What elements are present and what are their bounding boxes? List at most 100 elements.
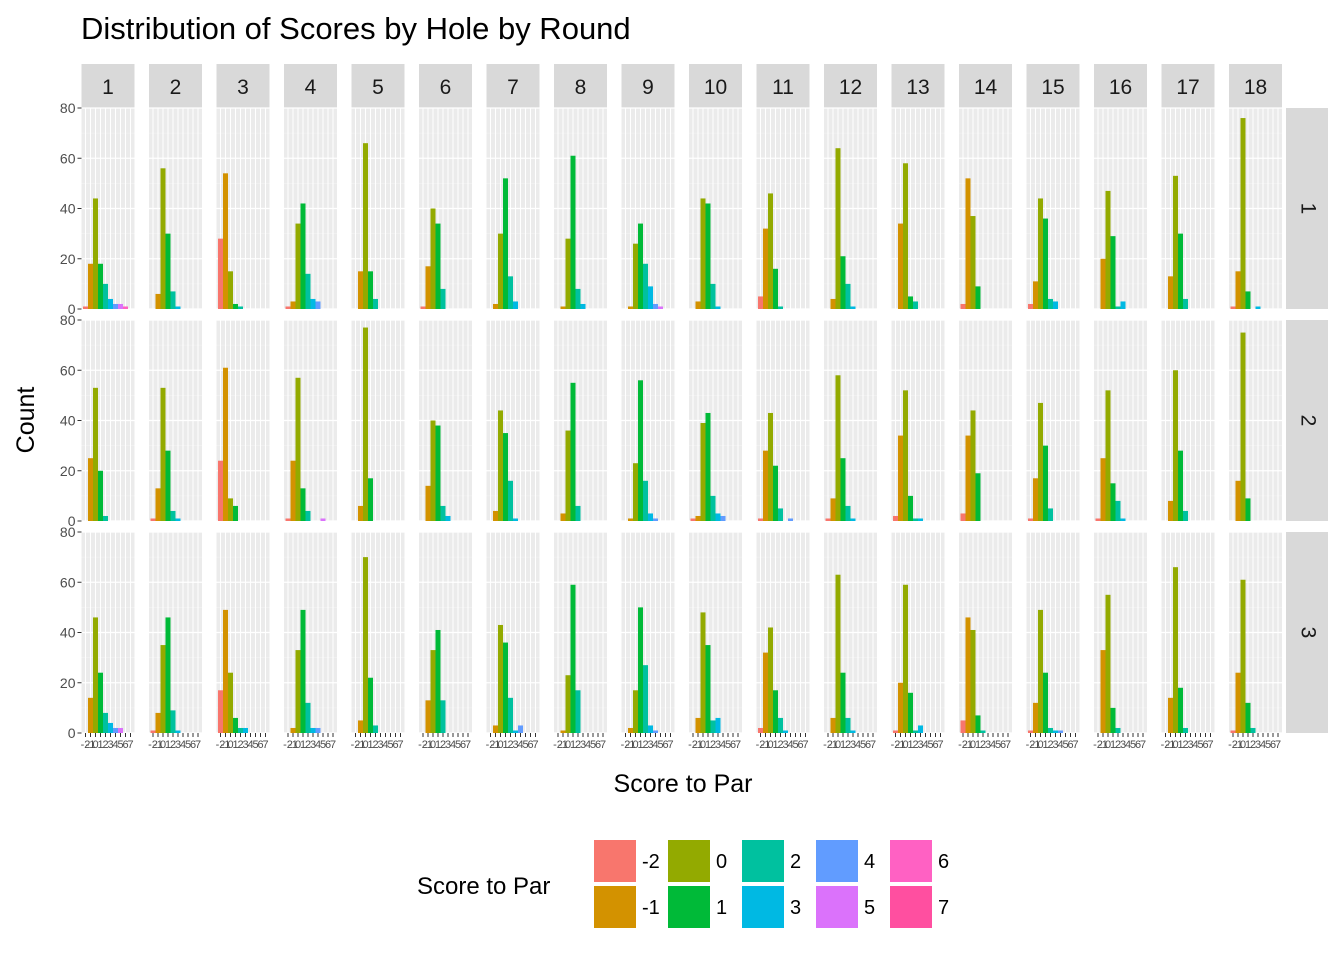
column-strip-label: 2 (170, 76, 182, 99)
x-tick-label: 3 (377, 739, 383, 751)
x-tick-label: 5 (1062, 739, 1068, 751)
bar (1115, 727, 1121, 733)
facet-panel (1094, 107, 1147, 310)
legend-entry: -1 (594, 886, 660, 928)
legend-key (594, 886, 636, 928)
bar (1178, 233, 1183, 309)
bar (93, 387, 98, 521)
bar (638, 607, 643, 733)
bar (1115, 500, 1121, 521)
bar (368, 677, 373, 733)
bar (908, 692, 913, 733)
row-strip-label: 2 (1296, 415, 1319, 427)
bar (228, 498, 233, 521)
x-tick-label: 6 (1202, 739, 1208, 751)
x-tick-label: 4 (180, 739, 186, 751)
bar (218, 238, 223, 309)
bar (653, 303, 658, 309)
y-tick-label: 0 (68, 725, 76, 741)
column-strip-bg (1161, 64, 1215, 108)
bar (363, 143, 368, 309)
x-tick-label: -1 (491, 739, 501, 751)
bar (498, 624, 503, 733)
y-tick-label: 80 (60, 312, 76, 328)
bar (1183, 727, 1188, 733)
bar (700, 423, 706, 521)
bar (690, 518, 696, 521)
x-tick-label: 6 (797, 739, 803, 751)
x-tick-label: 5 (117, 739, 123, 751)
bar (358, 271, 363, 309)
column-strip: 7 (486, 64, 540, 108)
facet-panel (81, 531, 135, 734)
bar (98, 672, 103, 733)
bar (1168, 500, 1173, 521)
x-tick-label: 4 (1192, 739, 1198, 751)
bar (98, 470, 103, 521)
x-tick-label: 0 (565, 739, 571, 751)
bar (300, 488, 306, 521)
x-tick-label: 1 (907, 739, 913, 751)
column-strip-label: 8 (575, 76, 587, 99)
x-tick-label: 4 (382, 739, 388, 751)
x-tick-label: 1 (165, 739, 171, 751)
bar (1168, 697, 1173, 733)
bar (970, 629, 976, 733)
x-tick-label: 3 (917, 739, 923, 751)
bar (845, 283, 851, 309)
bar (628, 727, 633, 733)
bar (315, 301, 321, 309)
bar (118, 303, 123, 309)
bar (643, 665, 648, 733)
x-tick-label: 1 (570, 739, 576, 751)
bar (373, 725, 378, 733)
x-tick-label: 3 (107, 739, 113, 751)
column-strip-label: 6 (440, 76, 452, 99)
legend-label: 5 (864, 897, 875, 919)
bar (493, 303, 498, 309)
column-strip-label: 3 (237, 76, 249, 99)
x-tick-label: -1 (1233, 739, 1243, 751)
bar (638, 223, 643, 309)
bar (435, 425, 441, 521)
x-tick-label: 0 (902, 739, 908, 751)
x-tick-label: 4 (787, 739, 793, 751)
column-strip: 8 (554, 64, 607, 108)
bar (913, 518, 918, 521)
column-strip: 5 (351, 64, 405, 108)
bar (1250, 727, 1256, 733)
x-tick-label: -1 (1098, 739, 1108, 751)
x-tick-label: 1 (840, 739, 846, 751)
x-tick-label: 5 (860, 739, 866, 751)
y-tick-label: 60 (60, 150, 76, 166)
x-tick-label: 6 (595, 739, 601, 751)
bar (513, 730, 518, 733)
bar (1043, 672, 1048, 733)
x-tick-label: 4 (315, 739, 321, 751)
bar (1235, 672, 1241, 733)
x-tick-label: 7 (262, 739, 268, 751)
bar (975, 473, 981, 521)
bar (170, 510, 176, 521)
bar (508, 480, 513, 521)
facet-panel (1161, 319, 1215, 522)
facet-panel (1026, 319, 1080, 522)
legend-label: 4 (864, 851, 875, 873)
bar (513, 301, 518, 309)
bar (835, 574, 841, 733)
facet-panel (1094, 531, 1147, 734)
column-strip-label: 7 (507, 76, 519, 99)
bar (425, 266, 431, 309)
y-tick-label: 80 (60, 100, 76, 116)
x-tick-label: -2 (1026, 739, 1036, 751)
x-tick-label: -1 (153, 739, 163, 751)
bar (88, 458, 93, 521)
facet-panel (959, 531, 1012, 734)
x-tick-label: 6 (460, 739, 466, 751)
x-tick-label: 5 (1130, 739, 1136, 751)
x-tick-label: 0 (632, 739, 638, 751)
x-tick-label: 7 (532, 739, 538, 751)
bar (305, 273, 311, 309)
column-strip-bg (689, 64, 742, 108)
bar (705, 203, 711, 309)
